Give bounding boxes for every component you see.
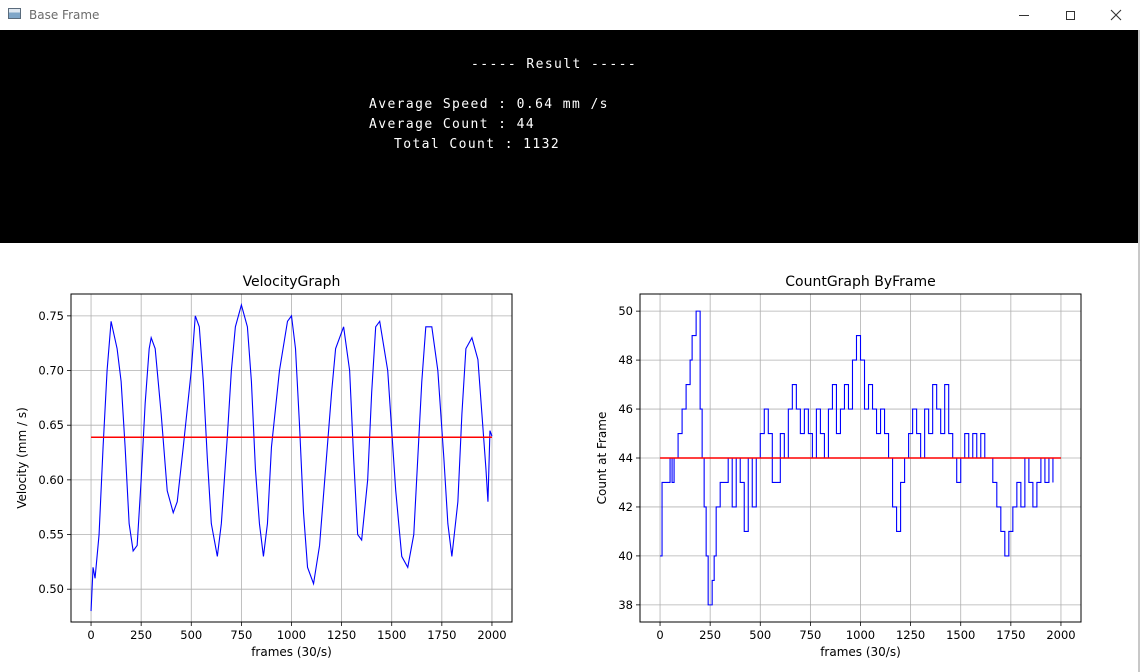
close-icon [1110,9,1122,21]
maximize-icon [1065,10,1075,20]
x-tick-label: 1750 [996,628,1025,642]
x-tick-label: 250 [130,628,152,642]
y-axis-label: Velocity (mm / s) [15,407,29,509]
x-tick-label: 750 [799,628,821,642]
y-tick-label: 38 [618,598,633,612]
x-tick-label: 500 [180,628,202,642]
x-tick-label: 1500 [946,628,975,642]
y-tick-label: 0.60 [38,473,64,487]
y-tick-label: 42 [618,500,633,514]
title-bar: Base Frame [0,0,1140,30]
data-series-line [660,310,1054,606]
y-tick-label: 50 [618,304,633,318]
data-series-line [90,302,493,612]
y-tick-label: 48 [618,353,633,367]
x-tick-label: 750 [230,628,252,642]
y-tick-label: 0.55 [38,528,64,542]
close-button[interactable] [1093,0,1139,30]
count-chart: 0 250 500 750 1000 1250 1500 1750 2000 38 40 42 44 46… [595,274,1082,659]
window-border [1138,30,1140,672]
x-tick-label: 1500 [377,628,406,642]
x-tick-label: 1750 [427,628,456,642]
maximize-button[interactable] [1047,0,1093,30]
x-tick-label: 1250 [896,628,925,642]
result-header: ----- Result ----- [471,57,638,72]
average-count-text: Average Count : 44 [369,117,536,132]
result-panel: ----- Result ----- Average Speed : 0.64 … [0,30,1139,243]
x-tick-label: 500 [749,628,771,642]
x-tick-label: 0 [87,628,94,642]
chart-title: CountGraph ByFrame [785,274,935,290]
x-axis-label: frames (30/s) [251,645,332,659]
total-count-text: Total Count : 1132 [394,137,561,152]
x-tick-label: 1250 [327,628,356,642]
window-app-icon [8,8,21,19]
window-title: Base Frame [29,8,100,22]
x-axis-label: frames (30/s) [820,645,901,659]
x-tick-label: 2000 [477,628,506,642]
y-tick-label: 0.70 [38,364,64,378]
minimize-icon [1019,14,1029,16]
average-speed-text: Average Speed : 0.64 mm /s [369,97,609,112]
minimize-button[interactable] [1001,0,1047,30]
y-tick-label: 46 [618,402,633,416]
y-tick-label: 0.75 [38,309,64,323]
y-axis-label: Count at Frame [595,412,609,505]
y-tick-label: 44 [618,451,633,465]
y-tick-label: 0.65 [38,418,64,432]
velocity-chart: 0 250 500 750 1000 1250 1500 1750 2000 0.50 0.55 0.… [15,274,513,659]
x-tick-label: 0 [656,628,663,642]
y-tick-label: 0.50 [38,582,64,596]
y-tick-label: 40 [618,549,633,563]
x-tick-label: 2000 [1046,628,1075,642]
chart-title: VelocityGraph [243,274,341,290]
plot-area: 0 250 500 750 1000 1250 1500 1750 2000 0.50 0.55 0.… [0,243,1139,672]
x-tick-label: 250 [699,628,721,642]
x-tick-label: 1000 [846,628,875,642]
x-tick-label: 1000 [277,628,306,642]
